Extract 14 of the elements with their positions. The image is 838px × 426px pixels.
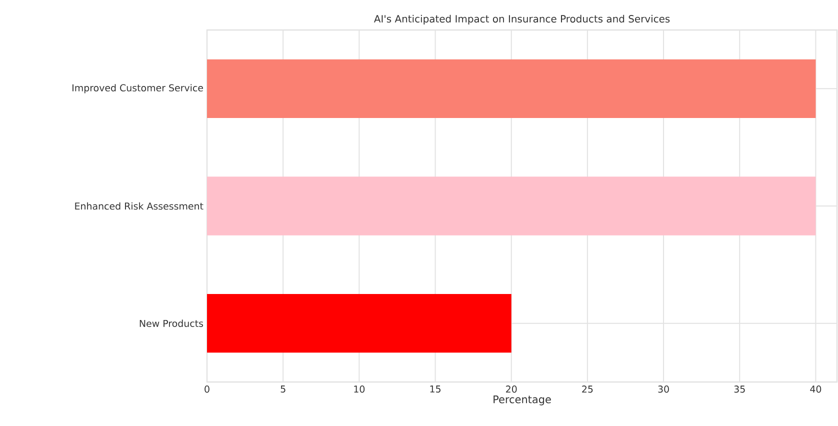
x-tick-label: 20 xyxy=(506,386,517,393)
x-tick-label: 15 xyxy=(430,386,440,393)
y-tick-label: New Products xyxy=(140,320,204,328)
y-tick-label: Improved Customer Service xyxy=(72,84,203,94)
x-tick-label: 30 xyxy=(658,386,669,393)
x-tick-label: 25 xyxy=(582,386,593,393)
x-tick-label: 5 xyxy=(280,386,286,393)
chart-title: AI's Anticipated Impact on Insurance Products and Services xyxy=(374,14,670,25)
x-tick-label: 35 xyxy=(734,386,745,393)
x-tick-label: 10 xyxy=(354,386,365,393)
y-tick-label: Enhanced Risk Assessment xyxy=(75,202,204,210)
x-tick-label: 40 xyxy=(810,386,822,393)
x-axis-title: Percentage xyxy=(494,396,551,406)
x-tick-label: 0 xyxy=(204,386,210,393)
